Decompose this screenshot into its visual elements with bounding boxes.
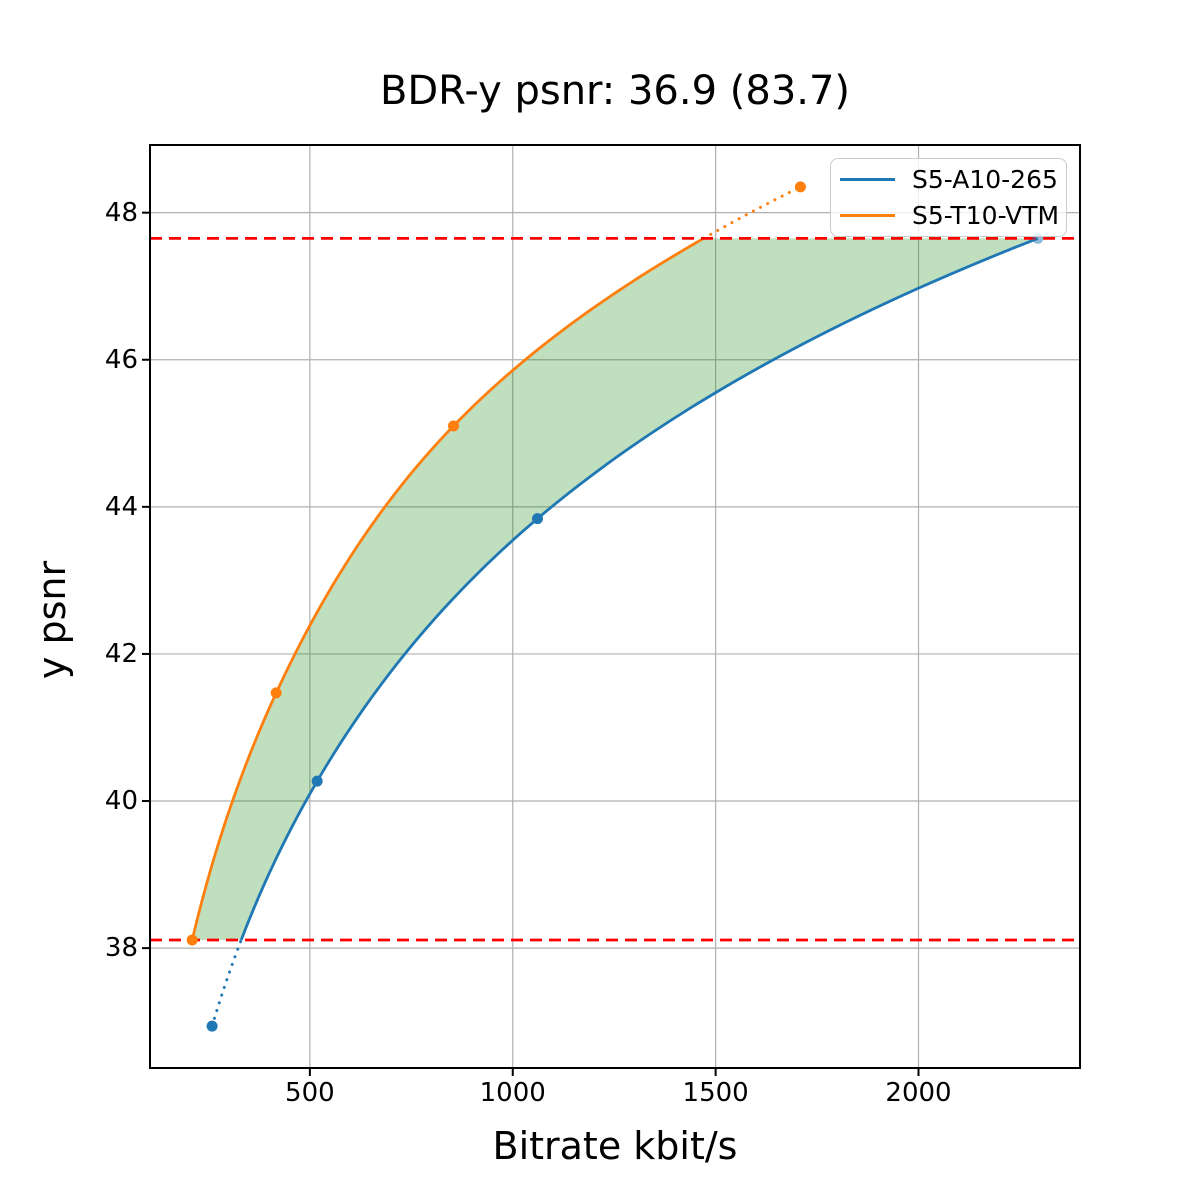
legend: S5-A10-265 S5-T10-VTM bbox=[830, 158, 1067, 237]
bd-shaded-region bbox=[192, 238, 1038, 941]
legend-line-sample-S5-A10-265 bbox=[840, 178, 895, 182]
y-tick-label-48: 48 bbox=[104, 197, 138, 228]
x-tick-label-1500: 1500 bbox=[682, 1078, 749, 1108]
y-tick-label-46: 46 bbox=[104, 344, 138, 375]
series-curve-S5-A10-265 bbox=[239, 237, 1039, 941]
legend-entry-label: S5-T10-VTM bbox=[912, 200, 1060, 230]
data-point-S5-T10-VTM-0 bbox=[186, 934, 198, 946]
axis-spine bbox=[149, 144, 1081, 1069]
x-tick-label-1000: 1000 bbox=[479, 1078, 546, 1108]
y-tick-label-42: 42 bbox=[104, 638, 138, 669]
y-tick-label-38: 38 bbox=[104, 933, 138, 964]
data-point-S5-A10-265-0 bbox=[206, 1020, 218, 1032]
series-curve-S5-T10-VTM bbox=[190, 237, 705, 941]
legend-entry-S5-A10-265: S5-A10-265 bbox=[840, 163, 1058, 197]
data-point-S5-T10-VTM-2 bbox=[448, 420, 460, 432]
x-tick-label-500: 500 bbox=[285, 1078, 335, 1108]
plot-area bbox=[142, 144, 1081, 1076]
data-point-S5-A10-265-2 bbox=[532, 513, 543, 525]
x-tick-label-2000: 2000 bbox=[885, 1078, 952, 1108]
series-curve-dotted-S5-A10-265 bbox=[210, 938, 243, 1028]
legend-entry-label: S5-A10-265 bbox=[912, 165, 1058, 195]
legend-line-sample-S5-T10-VTM bbox=[840, 213, 895, 217]
x-axis-label: Bitrate kbit/s bbox=[492, 1124, 738, 1168]
y-tick-label-40: 40 bbox=[104, 786, 138, 817]
chart-title: BDR-y psnr: 36.9 (83.7) bbox=[379, 68, 851, 114]
series-curve-dotted-S5-T10-VTM bbox=[702, 185, 802, 240]
y-tick-label-44: 44 bbox=[104, 491, 138, 522]
data-point-S5-T10-VTM-1 bbox=[270, 687, 282, 699]
legend-entry-S5-T10-VTM: S5-T10-VTM bbox=[840, 198, 1060, 232]
data-point-S5-A10-265-1 bbox=[311, 775, 323, 787]
y-axis-label-text: y psnr bbox=[30, 560, 74, 680]
data-point-S5-T10-VTM-3 bbox=[794, 181, 806, 193]
